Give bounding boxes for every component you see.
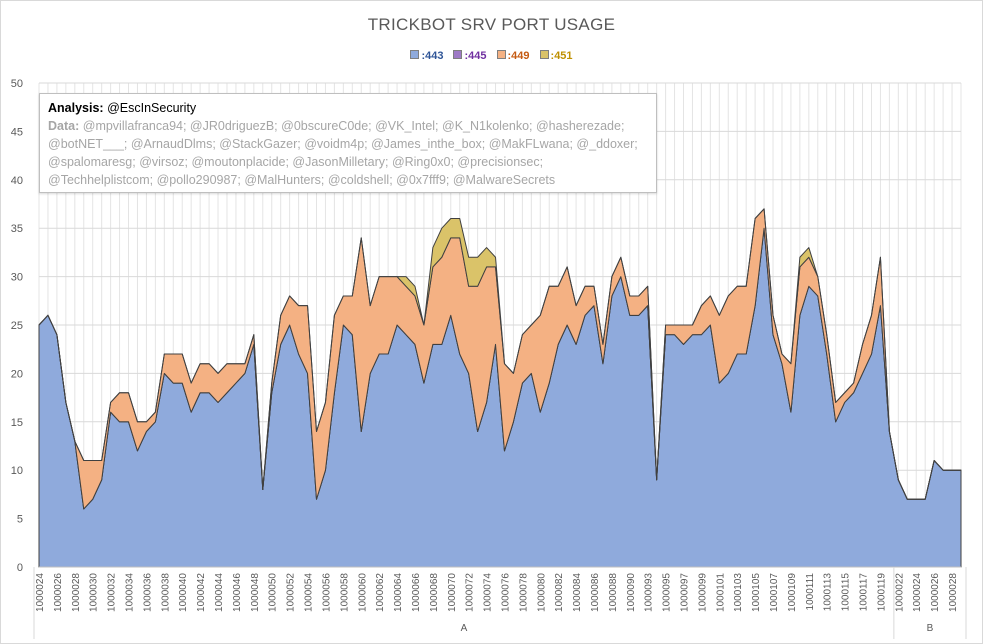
- x-tick-label: 1000099: [697, 573, 708, 612]
- x-tick-label: 1000052: [286, 573, 297, 612]
- x-tick-label: 1000103: [733, 573, 744, 612]
- legend-label: :451: [550, 50, 573, 62]
- x-tick-label: 1000056: [321, 573, 332, 612]
- x-tick-label: 1000105: [751, 573, 762, 612]
- x-tick-label: 1000070: [447, 573, 458, 612]
- legend-label: :449: [507, 50, 530, 62]
- legend-label: :445: [464, 50, 487, 62]
- y-tick-label: 10: [11, 465, 23, 477]
- x-tick-label: 1000074: [483, 573, 494, 612]
- x-tick-label: 1000034: [125, 573, 136, 612]
- x-tick-label: 1000054: [304, 573, 315, 612]
- x-tick-label: 1000024: [912, 573, 923, 612]
- x-tick-label: 1000026: [53, 573, 64, 612]
- x-tick-label: 1000068: [429, 573, 440, 612]
- x-tick-label: 1000064: [393, 573, 404, 612]
- x-tick-label: 1000030: [89, 573, 100, 612]
- chart-title: TRICKBOT SRV PORT USAGE: [367, 15, 616, 34]
- x-tick-label: 1000093: [644, 573, 655, 612]
- legend-item: :443: [410, 50, 443, 62]
- x-tick-label: 1000082: [554, 573, 565, 612]
- annotation-box: Analysis: @EscInSecurity Data: @mpvillaf…: [39, 93, 657, 193]
- legend-label: :443: [421, 50, 444, 62]
- y-tick-label: 20: [11, 368, 23, 380]
- y-tick-label: 40: [11, 175, 23, 187]
- x-tick-label: 1000101: [715, 573, 726, 612]
- x-tick-label: 1000119: [876, 573, 887, 612]
- x-tick-label: 1000111: [805, 573, 816, 611]
- data-value: @mpvillafranca94; @JR0driguezB; @0bscure…: [48, 119, 638, 187]
- legend-swatch: [453, 50, 463, 59]
- x-tick-label: 1000044: [214, 573, 225, 612]
- x-tick-label: 1000084: [572, 573, 583, 612]
- legend-swatch: [496, 50, 506, 59]
- x-tick-label: 1000076: [500, 573, 511, 612]
- x-tick-label: 1000058: [339, 573, 350, 612]
- y-tick-label: 50: [11, 78, 23, 90]
- x-tick-label: 1000046: [232, 573, 243, 612]
- y-tick-label: 45: [11, 126, 23, 138]
- x-tick-label: 1000107: [769, 573, 780, 612]
- analysis-label: Analysis:: [48, 101, 104, 115]
- legend-item: :451: [539, 50, 573, 62]
- x-tick-label: 1000072: [465, 573, 476, 612]
- analysis-value: @EscInSecurity: [107, 101, 197, 115]
- y-tick-label: 5: [17, 514, 23, 526]
- data-label: Data:: [48, 119, 80, 133]
- x-tick-label: 1000117: [859, 573, 870, 612]
- series-area-3: [38, 208, 962, 500]
- x-tick-label: 1000097: [680, 573, 691, 612]
- x-tick-label: 1000026: [930, 573, 941, 612]
- x-tick-label: 1000086: [590, 573, 601, 612]
- legend-item: :449: [496, 50, 530, 62]
- legend-swatch: [539, 50, 549, 59]
- legend-swatch: [410, 50, 420, 59]
- x-tick-label: 1000090: [626, 573, 637, 612]
- x-tick-label: 1000088: [608, 573, 619, 612]
- x-tick-label: 1000095: [662, 573, 673, 612]
- x-tick-label: 1000036: [142, 573, 153, 612]
- x-tick-label: 1000028: [71, 573, 82, 612]
- x-tick-label: 1000042: [196, 573, 207, 612]
- x-tick-label: 1000032: [107, 573, 118, 612]
- x-tick-label: 1000078: [518, 573, 529, 612]
- x-tick-label: 1000109: [787, 573, 798, 612]
- x-tick-label: 1000060: [357, 573, 368, 612]
- x-tick-label: 1000066: [411, 573, 422, 612]
- y-tick-label: 25: [11, 320, 23, 332]
- x-tick-label: 1000050: [268, 573, 279, 612]
- legend-item: :445: [453, 50, 487, 62]
- x-tick-label: 1000040: [178, 573, 189, 612]
- x-tick-label: 1000022: [894, 573, 905, 612]
- legend: :443 :445 :449 :451: [1, 50, 982, 62]
- x-tick-label: 1000024: [35, 573, 46, 612]
- group-label: B: [927, 623, 934, 634]
- x-tick-label: 1000080: [536, 573, 547, 612]
- x-tick-label: 1000062: [375, 573, 386, 612]
- x-tick-label: 1000048: [250, 573, 261, 612]
- y-tick-label: 0: [17, 562, 23, 574]
- x-tick-label: 1000113: [823, 573, 834, 612]
- group-label: A: [461, 623, 468, 634]
- y-tick-label: 15: [11, 417, 23, 429]
- x-tick-label: 1000115: [841, 573, 852, 612]
- x-tick-label: 1000038: [160, 573, 171, 612]
- y-tick-label: 30: [11, 272, 23, 284]
- y-tick-label: 35: [11, 223, 23, 235]
- x-tick-label: 1000028: [948, 573, 959, 612]
